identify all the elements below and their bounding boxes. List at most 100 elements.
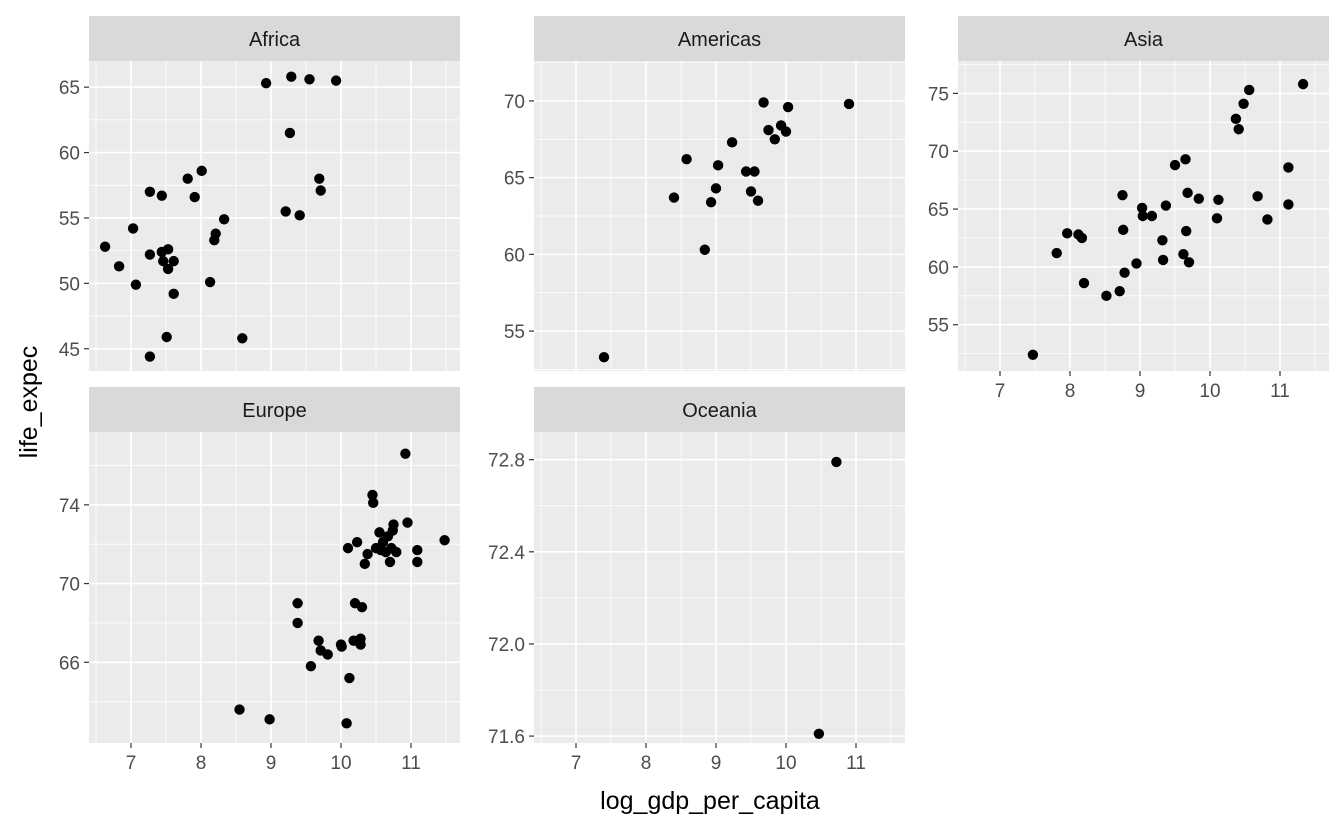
data-point-africa: [144, 249, 156, 260]
facet-americas: Americas 55 60 65 70: [504, 16, 905, 371]
data-point-asia: [1101, 290, 1112, 302]
data-point-africa: [182, 173, 193, 184]
facet-strip-label-oceania: Oceania: [682, 400, 757, 422]
facet-strip-oceania: [534, 387, 905, 432]
data-point-asia: [1160, 200, 1172, 211]
y-tick-label-africa: 50: [59, 274, 80, 295]
data-point-africa: [189, 191, 200, 203]
facet-strip-asia: [958, 16, 1329, 61]
data-point-europe: [367, 489, 378, 501]
data-point-africa: [294, 210, 305, 221]
y-tick-label-oceania: 72.0: [488, 635, 525, 656]
data-point-europe: [351, 537, 363, 548]
data-point-americas: [843, 98, 855, 110]
data-point-europe: [341, 718, 352, 729]
data-point-asia: [1027, 349, 1039, 361]
y-tick-label-asia: 70: [928, 142, 949, 163]
data-point-americas: [726, 137, 738, 148]
facet-oceania: Oceania 71.6 72.0 72.4 72.8 7 8 9 10 11: [488, 387, 905, 774]
data-point-africa: [260, 78, 272, 89]
data-point-asia: [1119, 267, 1130, 278]
data-point-europe: [362, 548, 373, 560]
y-tick-label-africa: 55: [59, 209, 80, 230]
data-point-africa: [144, 351, 156, 362]
data-point-americas: [668, 192, 680, 203]
data-point-asia: [1062, 228, 1073, 239]
data-point-africa: [280, 206, 291, 217]
data-point-europe: [391, 546, 402, 558]
data-point-africa: [286, 71, 297, 82]
x-axis-title: log_gdp_per_capita: [600, 787, 820, 815]
data-point-africa: [113, 261, 125, 272]
data-point-asia: [1131, 258, 1142, 269]
data-point-asia: [1078, 277, 1090, 289]
data-point-europe: [336, 641, 347, 652]
y-tick-label-europe: 74: [59, 496, 81, 517]
y-tick-label-africa: 65: [59, 78, 80, 99]
data-point-americas: [705, 196, 717, 208]
data-point-asia: [1238, 98, 1249, 109]
y-tick-label-asia: 65: [928, 200, 949, 221]
x-tick-label-oceania: 8: [641, 753, 652, 774]
data-point-europe: [292, 617, 303, 629]
y-tick-label-europe: 70: [59, 575, 80, 596]
data-point-africa: [130, 279, 142, 290]
data-point-africa: [315, 185, 326, 196]
facet-strip-label-europe: Europe: [242, 400, 307, 422]
data-point-americas: [780, 126, 792, 137]
x-tick-label-oceania: 11: [846, 753, 866, 774]
data-point-africa: [314, 173, 325, 184]
data-point-europe: [368, 497, 379, 509]
facet-panel-africa: [89, 61, 460, 371]
data-point-africa: [144, 186, 156, 198]
y-tick-label-oceania: 72.8: [488, 451, 525, 472]
x-tick-label-asia: 9: [1135, 381, 1146, 402]
data-point-oceania: [813, 728, 825, 739]
y-tick-label-africa: 60: [59, 144, 80, 165]
data-point-americas: [758, 97, 769, 108]
x-tick-label-oceania: 10: [775, 753, 796, 774]
data-point-europe: [322, 649, 333, 660]
data-point-asia: [1252, 191, 1263, 202]
data-point-asia: [1157, 254, 1169, 266]
data-point-europe: [305, 661, 317, 672]
data-point-americas: [752, 195, 764, 206]
data-point-africa: [162, 263, 174, 275]
data-point-americas: [710, 183, 722, 194]
data-point-americas: [598, 351, 610, 363]
x-tick-label-asia: 11: [1270, 381, 1290, 402]
x-tick-label-europe: 11: [401, 753, 421, 774]
data-point-asia: [1180, 154, 1191, 165]
data-point-asia: [1244, 84, 1255, 96]
x-tick-label-oceania: 7: [571, 753, 582, 774]
data-point-americas: [712, 160, 724, 171]
data-point-asia: [1178, 248, 1189, 260]
data-point-asia: [1051, 247, 1062, 259]
data-point-asia: [1181, 225, 1192, 237]
data-point-americas: [745, 186, 757, 197]
data-point-asia: [1283, 199, 1294, 210]
y-tick-label-americas: 55: [504, 322, 525, 343]
data-point-europe: [402, 517, 413, 528]
data-point-asia: [1283, 162, 1294, 173]
data-point-europe: [234, 704, 245, 715]
facet-strip-label-asia: Asia: [1124, 29, 1164, 51]
y-tick-label-europe: 66: [59, 653, 80, 674]
y-tick-label-asia: 55: [928, 316, 949, 337]
data-point-americas: [681, 154, 692, 165]
data-point-oceania: [831, 456, 842, 468]
data-point-africa: [284, 127, 296, 139]
data-point-americas: [763, 124, 774, 136]
x-tick-label-europe: 7: [126, 753, 137, 774]
data-point-asia: [1136, 202, 1148, 214]
data-point-europe: [344, 672, 355, 684]
data-point-europe: [355, 639, 366, 650]
y-tick-label-americas: 60: [504, 245, 525, 266]
facet-asia: Asia 55 60 65 70 75 7 8 9 10 11: [928, 16, 1329, 402]
facet-strip-europe: [89, 387, 460, 432]
data-point-europe: [342, 542, 354, 554]
data-point-africa: [237, 333, 248, 344]
